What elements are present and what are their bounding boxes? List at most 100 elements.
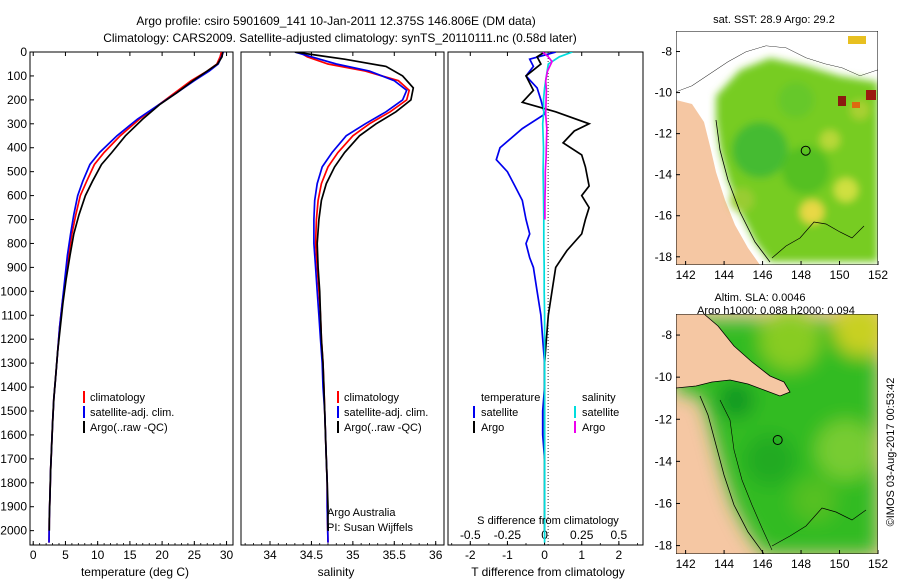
legend-label-climatology: climatology — [90, 392, 146, 404]
y-tick-label: 1900 — [0, 500, 27, 514]
sst-patch-1 — [732, 122, 788, 178]
map-x-tick-label: 146 — [753, 557, 773, 571]
x-tick-label: 0 — [30, 548, 37, 562]
map-y-tick-label: -16 — [655, 209, 673, 223]
x-tick-label: 34 — [263, 548, 277, 562]
x-tick-label: 35.5 — [383, 548, 407, 562]
sst-patch-darkred-2 — [866, 90, 876, 100]
x-tick-label: 15 — [123, 548, 137, 562]
legend-label-climatology: climatology — [344, 392, 400, 404]
temperature-axis: 0 5 10 15 20 25 30 — [30, 52, 234, 562]
credit-line-2: PI: Susan Wijffels — [327, 522, 413, 534]
map-x-tick-label: 142 — [676, 557, 696, 571]
sst-coast-outline — [715, 119, 771, 263]
map-x-tick-label: 146 — [753, 268, 773, 282]
sla-patch-5 — [792, 478, 836, 522]
x-tick-label: 1 — [578, 548, 585, 562]
y-tick-label: 100 — [7, 69, 27, 83]
legend-label-t-argo: Argo — [481, 422, 504, 434]
y-tick-label: 1000 — [0, 284, 27, 298]
x-tick-label: 10 — [91, 548, 105, 562]
map-x-tick-label: 144 — [714, 268, 734, 282]
salinity-xlabel: salinity — [318, 565, 355, 579]
legend-label-s-argo: Argo — [582, 422, 605, 434]
map-y-tick-label: -18 — [655, 250, 673, 264]
y-tick-label: 800 — [7, 236, 27, 250]
difference-profiles — [495, 52, 592, 543]
figure-title-line-1: Argo profile: csiro 5901609_141 10-Jan-2… — [136, 14, 535, 28]
s-tick-label: 0.5 — [611, 528, 628, 542]
y-tick-label: 500 — [7, 165, 27, 179]
credit-line-1: Argo Australia — [327, 507, 396, 519]
x-tick-label: 20 — [155, 548, 169, 562]
y-tick-label: 1400 — [0, 380, 27, 394]
x-tick-label: -1 — [502, 548, 513, 562]
sla-patch-2 — [834, 314, 878, 356]
sst-patch-3 — [778, 82, 814, 118]
sst-argo-marker — [800, 145, 811, 156]
map-x-tick-label: 148 — [791, 268, 811, 282]
sst-color-field — [716, 58, 878, 262]
map-y-tick-label: -8 — [661, 328, 672, 342]
s-difference-axis: -0.5 -0.25 0 0.25 0.5 — [460, 528, 628, 542]
salinity-axis: 34 34.5 35 35.5 36 — [244, 52, 443, 562]
s-tick-label: 0.25 — [570, 528, 594, 542]
profile-line-s-argo — [542, 52, 553, 220]
map-y-tick-label: -12 — [655, 127, 673, 141]
sla-map-axes: 142 144 146 148 150 152 -8 -10 -12 -14 -16 -18 — [655, 328, 889, 571]
x-tick-label: 36 — [429, 548, 443, 562]
legend-label-t-satellite: satellite — [481, 407, 518, 419]
sla-reef-contour — [771, 507, 867, 547]
sst-patch-yellow — [848, 36, 866, 44]
sla-patch-6 — [718, 382, 754, 418]
x-tick-label: 30 — [220, 548, 234, 562]
y-tick-label: 1500 — [0, 404, 27, 418]
y-tick-label: 1700 — [0, 452, 27, 466]
map-y-tick-label: -12 — [655, 412, 673, 426]
x-tick-label: -2 — [465, 548, 476, 562]
sla-patch-4 — [744, 434, 796, 486]
sla-shelf-contour — [719, 399, 773, 551]
map-x-tick-label: 152 — [868, 268, 888, 282]
sla-new-guinea — [676, 314, 791, 397]
sst-map-title: sat. SST: 28.9 Argo: 29.2 — [713, 14, 835, 26]
profile-line-argo-raw-qc- — [294, 52, 415, 531]
map-x-tick-label: 142 — [676, 268, 696, 282]
sla-patch-3 — [816, 420, 876, 480]
map-x-tick-label: 148 — [791, 557, 811, 571]
depth-axis: 0 100 200 300 400 500 600 700 800 900 1000 1100 1200… — [0, 45, 34, 538]
temperature-xlabel: temperature (deg C) — [81, 565, 189, 579]
s-tick-label: -0.25 — [494, 528, 522, 542]
y-tick-label: 600 — [7, 189, 27, 203]
legend-label-satellite-adj: satellite-adj. clim. — [90, 407, 174, 419]
y-tick-label: 700 — [7, 213, 27, 227]
y-tick-label: 400 — [7, 141, 27, 155]
sst-reef-contour — [771, 221, 865, 259]
profile-line-s-satellite — [541, 52, 573, 543]
map-x-tick-label: 150 — [830, 557, 850, 571]
salinity-profiles — [294, 52, 415, 543]
sst-patch-2 — [782, 146, 830, 194]
sst-map-area — [676, 31, 878, 265]
y-tick-label: 1100 — [1, 308, 27, 322]
s-tick-label: -0.5 — [460, 528, 481, 542]
sst-patch-darkred-1 — [838, 96, 846, 106]
y-tick-label: 2000 — [0, 524, 27, 538]
legend-label-argo: Argo(..raw -QC) — [90, 422, 168, 434]
x-tick-label: 35 — [346, 548, 360, 562]
map-y-tick-label: -16 — [655, 496, 673, 510]
y-tick-label: 0 — [20, 45, 27, 59]
y-tick-label: 1200 — [0, 332, 27, 346]
sst-patch-orange — [852, 102, 860, 108]
sla-argo-marker — [772, 435, 783, 445]
difference-panel: -2 -1 0 1 2 -0.5 -0.25 0 0.25 0.5 S difference f… — [447, 51, 644, 579]
t-difference-xlabel: T difference from climatology — [471, 565, 625, 579]
temperature-legend: climatology satellite-adj. clim. Argo(..… — [83, 391, 174, 434]
y-tick-label: 900 — [7, 260, 27, 274]
map-y-tick-label: -10 — [655, 370, 673, 384]
salinity-panel: 34 34.5 35 35.5 36 salinity climatology sate… — [240, 51, 445, 579]
sla-map-area — [676, 314, 878, 554]
legend-title-salinity: salinity — [582, 392, 616, 404]
map-y-tick-label: -14 — [655, 168, 673, 182]
